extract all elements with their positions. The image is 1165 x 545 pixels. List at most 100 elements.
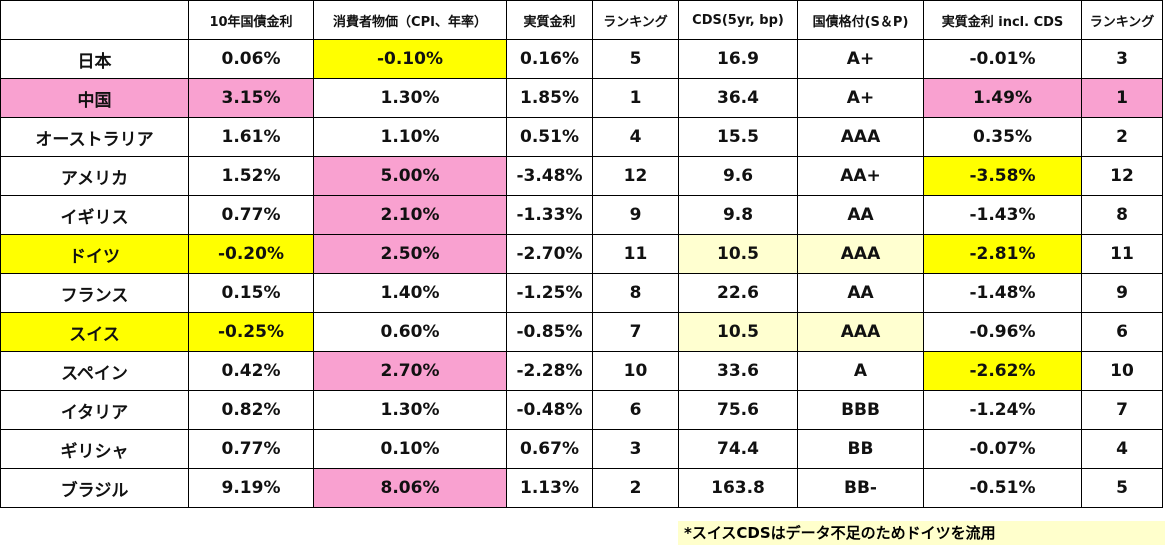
cell: -2.70% <box>506 234 593 274</box>
country-cell: スイス <box>0 312 189 352</box>
cell: 10 <box>1081 351 1163 391</box>
cell: 4 <box>1081 429 1163 469</box>
country-cell: イタリア <box>0 390 189 430</box>
cell: 9.8 <box>678 195 798 235</box>
cell: 0.82% <box>188 390 314 430</box>
header-cell: 実質金利 incl. CDS <box>923 0 1082 40</box>
country-cell: イギリス <box>0 195 189 235</box>
cell: BB <box>797 429 924 469</box>
cell: 3.15% <box>188 78 314 118</box>
table-row: ギリシャ 0.77% 0.10% 0.67% 3 74.4 BB -0.07% 4 <box>0 429 1163 469</box>
rates-table: 10年国債金利 消費者物価（CPI、年率） 実質金利 ランキング CDS(5yr, bp… <box>0 0 1163 508</box>
cell: -0.51% <box>923 468 1082 508</box>
table-row: フランス 0.15% 1.40% -1.25% 8 22.6 AA -1.48% 9 <box>0 273 1163 313</box>
cell: -1.43% <box>923 195 1082 235</box>
table-row: ブラジル 9.19% 8.06% 1.13% 2 163.8 BB- -0.51% 5 <box>0 468 1163 508</box>
cell: 1.13% <box>506 468 593 508</box>
cell: 74.4 <box>678 429 798 469</box>
country-cell: ドイツ <box>0 234 189 274</box>
cell: 33.6 <box>678 351 798 391</box>
cell: AAA <box>797 234 924 274</box>
cell: -0.07% <box>923 429 1082 469</box>
cell: 1.49% <box>923 78 1082 118</box>
cell: AAA <box>797 312 924 352</box>
cell: 0.77% <box>188 429 314 469</box>
cell: 4 <box>592 117 679 157</box>
country-cell: オーストラリア <box>0 117 189 157</box>
cell: 1 <box>592 78 679 118</box>
cell: 9.6 <box>678 156 798 196</box>
cell: 0.60% <box>313 312 507 352</box>
cell: 0.35% <box>923 117 1082 157</box>
cell: 2.10% <box>313 195 507 235</box>
cell: AAA <box>797 117 924 157</box>
cell: 8 <box>592 273 679 313</box>
cell: 1.61% <box>188 117 314 157</box>
cell: 8.06% <box>313 468 507 508</box>
cell: 5 <box>592 39 679 79</box>
header-row: 10年国債金利 消費者物価（CPI、年率） 実質金利 ランキング CDS(5yr, bp… <box>0 0 1163 40</box>
cell: 10.5 <box>678 234 798 274</box>
country-cell: ギリシャ <box>0 429 189 469</box>
cell: 1.30% <box>313 390 507 430</box>
country-cell: アメリカ <box>0 156 189 196</box>
cell: A+ <box>797 78 924 118</box>
cell: 5 <box>1081 468 1163 508</box>
cell: 0.16% <box>506 39 593 79</box>
cell: -3.48% <box>506 156 593 196</box>
table-row: 日本 0.06% -0.10% 0.16% 5 16.9 A+ -0.01% 3 <box>0 39 1163 79</box>
country-cell: 中国 <box>0 78 189 118</box>
cell: 75.6 <box>678 390 798 430</box>
cell: 2 <box>592 468 679 508</box>
table-row: ドイツ -0.20% 2.50% -2.70% 11 10.5 AAA -2.81% 11 <box>0 234 1163 274</box>
cell: 1 <box>1081 78 1163 118</box>
footnote: *スイスCDSはデータ不足のためドイツを流用 <box>678 521 1165 545</box>
cell: 2.50% <box>313 234 507 274</box>
cell: -0.96% <box>923 312 1082 352</box>
table-row: スイス -0.25% 0.60% -0.85% 7 10.5 AAA -0.96% 6 <box>0 312 1163 352</box>
cell: 2 <box>1081 117 1163 157</box>
table-row: 中国 3.15% 1.30% 1.85% 1 36.4 A+ 1.49% 1 <box>0 78 1163 118</box>
country-cell: フランス <box>0 273 189 313</box>
cell: 12 <box>592 156 679 196</box>
cell: 3 <box>592 429 679 469</box>
cell: -1.25% <box>506 273 593 313</box>
cell: 0.77% <box>188 195 314 235</box>
cell: 36.4 <box>678 78 798 118</box>
cell: -2.62% <box>923 351 1082 391</box>
country-cell: スペイン <box>0 351 189 391</box>
cell: 5.00% <box>313 156 507 196</box>
cell: -1.33% <box>506 195 593 235</box>
cell: BB- <box>797 468 924 508</box>
header-cell: 10年国債金利 <box>188 0 314 40</box>
cell: 3 <box>1081 39 1163 79</box>
cell: -0.20% <box>188 234 314 274</box>
table-row: アメリカ 1.52% 5.00% -3.48% 12 9.6 AA+ -3.58% 12 <box>0 156 1163 196</box>
cell: 6 <box>1081 312 1163 352</box>
header-cell: ランキング <box>592 0 679 40</box>
cell: 22.6 <box>678 273 798 313</box>
cell: 1.10% <box>313 117 507 157</box>
cell: 0.51% <box>506 117 593 157</box>
cell: -0.25% <box>188 312 314 352</box>
cell: -0.01% <box>923 39 1082 79</box>
cell: AA <box>797 195 924 235</box>
cell: -0.48% <box>506 390 593 430</box>
cell: AA+ <box>797 156 924 196</box>
cell: 1.30% <box>313 78 507 118</box>
country-cell: 日本 <box>0 39 189 79</box>
header-cell: 国債格付(S＆P) <box>797 0 924 40</box>
cell: BBB <box>797 390 924 430</box>
cell: 2.70% <box>313 351 507 391</box>
header-cell: 実質金利 <box>506 0 593 40</box>
cell: -2.81% <box>923 234 1082 274</box>
cell: 1.40% <box>313 273 507 313</box>
country-cell: ブラジル <box>0 468 189 508</box>
cell: -0.85% <box>506 312 593 352</box>
cell: 1.85% <box>506 78 593 118</box>
cell: 0.67% <box>506 429 593 469</box>
cell: -0.10% <box>313 39 507 79</box>
cell: 6 <box>592 390 679 430</box>
header-cell: ランキング <box>1081 0 1163 40</box>
